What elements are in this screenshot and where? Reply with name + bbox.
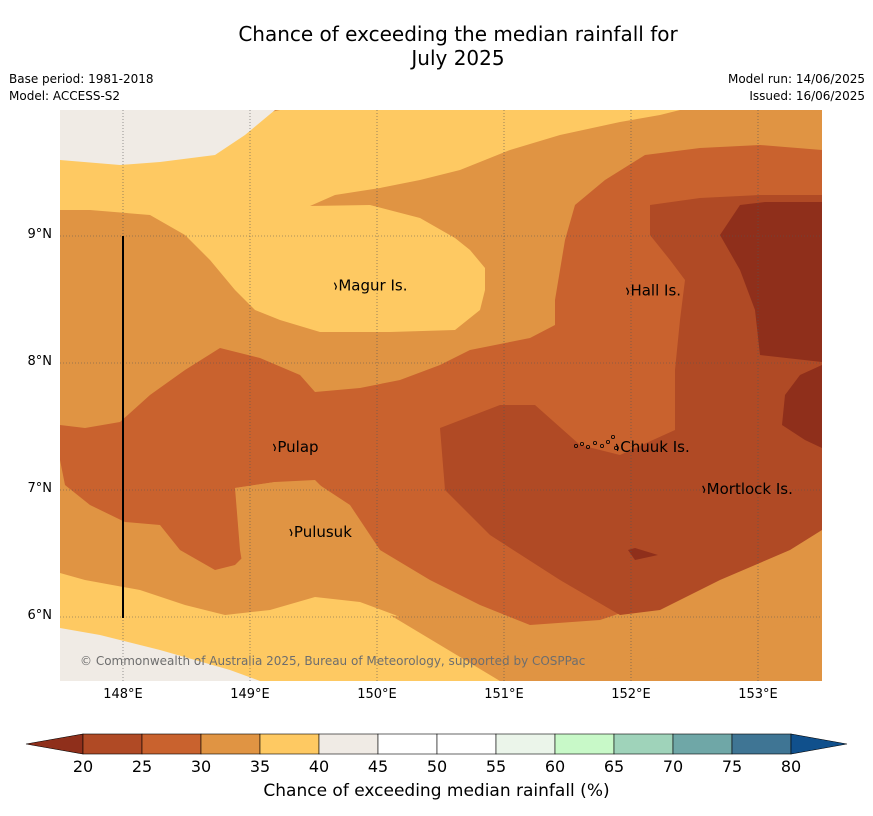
colorbar-tick-20: 20: [72, 757, 94, 776]
island-shape-0: [333, 282, 338, 290]
island-shape-1: [625, 287, 630, 295]
colorbar-over-extension: [790, 733, 848, 755]
lon-tick-label: 148°E: [103, 687, 143, 702]
colorbar-tick-75: 75: [721, 757, 743, 776]
map-panel[interactable]: Magur Is. Hall Is. Pulap Chuuk Is. Mortlock …: [60, 110, 822, 681]
colorbar-tick-50: 50: [426, 757, 448, 776]
base-period: Base period: 1981-2018: [9, 72, 154, 86]
lat-tick-label: 7°N: [27, 481, 53, 496]
lon-tick-label: 153°E: [738, 687, 778, 702]
chuuk-islet-7: [614, 445, 619, 450]
colorbar-segment-8: [554, 733, 615, 755]
colorbar: [25, 733, 848, 755]
meta-right: Model run: 14/06/2025 Issued: 16/06/2025: [728, 71, 865, 105]
region-30-35-south: [390, 615, 822, 681]
title-line-1: Chance of exceeding the median rainfall …: [238, 22, 678, 46]
place-label: Hall Is.: [630, 282, 681, 300]
region-40-45-southwest: [60, 628, 260, 681]
colorbar-segment-6: [436, 733, 497, 755]
colorbar-segment-11: [731, 733, 792, 755]
lon-tick-label: 150°E: [357, 687, 397, 702]
colorbar-under-extension: [25, 733, 84, 755]
chuuk-islet-5: [606, 439, 611, 444]
chart-title: Chance of exceeding the median rainfall …: [0, 22, 873, 70]
island-shape-2: [272, 443, 277, 452]
island-markers: Magur Is. Hall Is. Pulap Chuuk Is. Mortlock …: [272, 277, 793, 541]
colorbar-segment-7: [495, 733, 556, 755]
island-shape-4: [702, 485, 706, 493]
region-below-20-small: [628, 548, 658, 560]
colorbar-tick-25: 25: [131, 757, 153, 776]
colorbar-segment-0: [82, 733, 143, 755]
lon-tick-label: 151°E: [484, 687, 524, 702]
chuuk-islet-0: [574, 443, 579, 448]
colorbar-tick-65: 65: [603, 757, 625, 776]
region-30-35-pulusuk: [235, 480, 420, 615]
colorbar-tick-70: 70: [662, 757, 684, 776]
lat-tick-label: 6°N: [27, 608, 53, 623]
colorbar-segment-2: [200, 733, 261, 755]
island-shape-5: [289, 528, 293, 537]
chuuk-islet-2: [586, 444, 591, 449]
lon-tick-label: 152°E: [611, 687, 651, 702]
island-shape-3: [615, 443, 619, 452]
colorbar-segment-3: [259, 733, 320, 755]
colorbar-title: Chance of exceeding median rainfall (%): [263, 781, 610, 801]
colorbar-segment-9: [613, 733, 674, 755]
chuuk-islet-1: [580, 441, 585, 446]
colorbar-tick-55: 55: [485, 757, 507, 776]
colorbar-segment-10: [672, 733, 733, 755]
place-label: Chuuk Is.: [620, 438, 689, 456]
lon-tick-label: 149°E: [230, 687, 270, 702]
place-label: Magur Is.: [338, 277, 407, 295]
meta-left: Base period: 1981-2018 Model: ACCESS-S2: [9, 71, 154, 105]
model-run: Model run: 14/06/2025: [727, 72, 865, 86]
region-20-25-east: [440, 195, 822, 615]
issued-date: Issued: 16/06/2025: [749, 89, 865, 103]
colorbar-tick-45: 45: [367, 757, 389, 776]
colorbar-tick-40: 40: [308, 757, 330, 776]
lat-tick-label: 9°N: [27, 227, 53, 242]
place-label: Pulap: [277, 438, 318, 456]
lat-tick-label: 8°N: [27, 354, 53, 369]
chuuk-islet-4: [600, 443, 605, 448]
forecast-map: Magur Is. Hall Is. Pulap Chuuk Is. Mortlock …: [60, 110, 822, 681]
copyright-notice: © Commonwealth of Australia 2025, Bureau…: [80, 654, 585, 668]
colorbar-tick-35: 35: [249, 757, 271, 776]
title-line-2: July 2025: [411, 46, 505, 70]
chuuk-islet-6: [611, 434, 616, 439]
region-below-20-northeast: [720, 202, 822, 362]
region-35-40-north: [60, 110, 680, 332]
model-name: Model: ACCESS-S2: [9, 89, 121, 103]
colorbar-segment-1: [141, 733, 202, 755]
colorbar-segment-5: [377, 733, 438, 755]
colorbar-segment-4: [318, 733, 379, 755]
place-label: Mortlock Is.: [707, 480, 793, 498]
chuuk-islet-3: [593, 440, 598, 445]
colorbar-tick-30: 30: [190, 757, 212, 776]
colorbar-tick-80: 80: [780, 757, 802, 776]
place-label: Pulusuk: [294, 523, 352, 541]
region-below-20-east: [782, 365, 822, 448]
colorbar-tick-60: 60: [544, 757, 566, 776]
region-40-45-northwest: [60, 110, 275, 165]
